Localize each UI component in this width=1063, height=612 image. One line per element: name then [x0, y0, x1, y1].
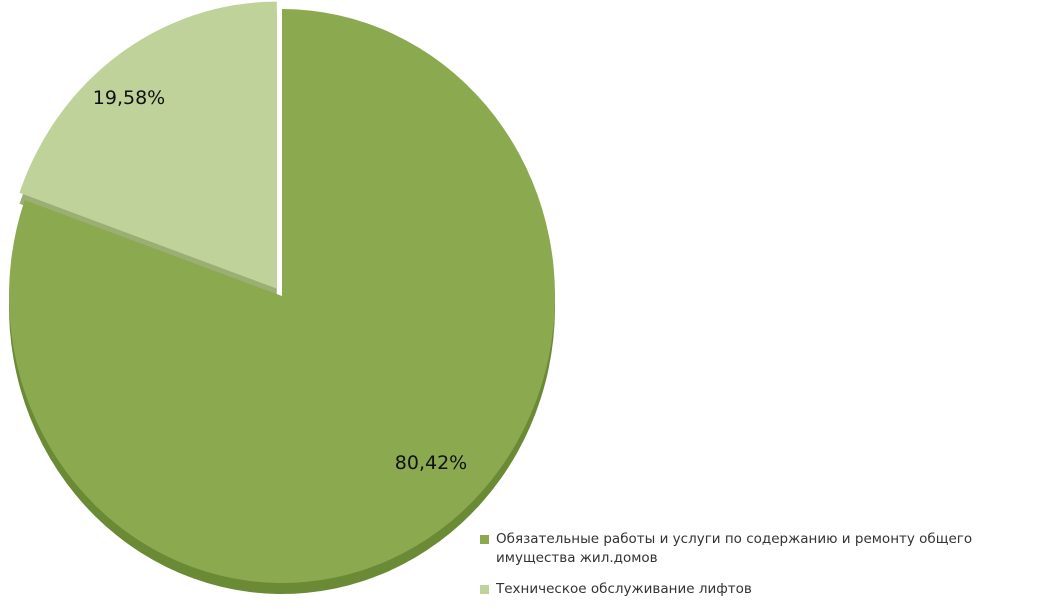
pie-labels: 80,42% 19,58% [93, 87, 467, 474]
legend-label-maintenance: Обязательные работы и услуги по содержан… [496, 531, 973, 566]
pie-slices [9, 1, 556, 594]
slice-maintenance [9, 8, 556, 584]
legend-swatch-maintenance [480, 535, 489, 544]
legend-item-maintenance: Обязательные работы и услуги по содержан… [480, 530, 1050, 568]
legend-label-elevators: Техническое обслуживание лифтов [496, 581, 752, 597]
legend-item-elevators: Техническое обслуживание лифтов [480, 580, 1050, 599]
slice-elevators [19, 1, 277, 289]
legend: Обязательные работы и услуги по содержан… [480, 530, 1050, 611]
slice-label-maintenance: 80,42% [395, 452, 467, 474]
legend-swatch-elevators [480, 585, 489, 594]
slice-label-elevators: 19,58% [93, 87, 165, 109]
